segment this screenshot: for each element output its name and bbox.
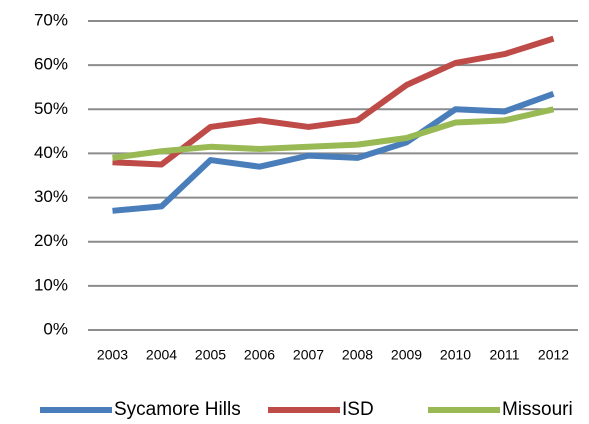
- legend-label: ISD: [342, 399, 374, 420]
- legend-label: Missouri: [502, 399, 573, 420]
- x-tick-label: 2012: [538, 347, 569, 363]
- y-tick-label: 0%: [43, 319, 68, 338]
- y-tick-label: 20%: [34, 231, 68, 250]
- x-tick-label: 2006: [244, 347, 275, 363]
- series-line: [112, 106, 555, 161]
- x-tick-label: 2010: [440, 347, 471, 363]
- y-tick-label: 30%: [34, 187, 68, 206]
- x-tick-label: 2003: [97, 347, 128, 363]
- y-tick-label: 50%: [34, 99, 68, 118]
- x-tick-label: 2005: [195, 347, 226, 363]
- x-tick-label: 2009: [391, 347, 422, 363]
- y-tick-label: 40%: [34, 143, 68, 162]
- x-tick-label: 2008: [342, 347, 373, 363]
- x-tick-label: 2011: [489, 347, 519, 363]
- series-line: [112, 35, 555, 168]
- y-tick-label: 60%: [34, 55, 68, 74]
- y-tick-label: 70%: [34, 10, 68, 29]
- y-tick-label: 10%: [34, 275, 68, 294]
- x-tick-label: 2004: [146, 347, 177, 363]
- x-tick-label: 2007: [293, 347, 324, 363]
- legend-label: Sycamore Hills: [114, 399, 241, 420]
- series-line: [112, 91, 555, 214]
